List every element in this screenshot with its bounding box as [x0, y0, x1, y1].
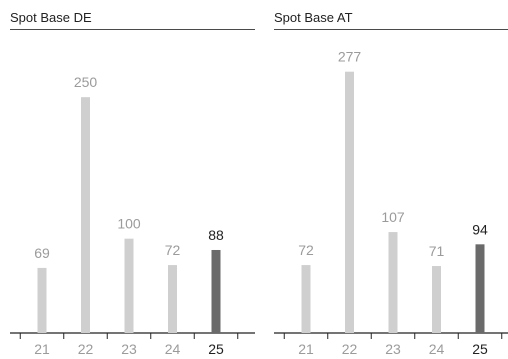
- data-label: 107: [381, 209, 405, 225]
- x-tick-label: 24: [429, 341, 445, 357]
- x-tick-label: 22: [78, 341, 94, 357]
- data-label: 71: [429, 243, 445, 259]
- x-tick-label: 24: [165, 341, 181, 357]
- title-rule: [274, 29, 508, 30]
- bar: [388, 232, 398, 333]
- x-tick-label: 22: [342, 341, 358, 357]
- data-label: 72: [165, 242, 181, 258]
- data-label: 88: [208, 227, 224, 243]
- bar: [37, 267, 47, 333]
- data-label: 277: [338, 49, 362, 65]
- data-label: 100: [117, 216, 141, 232]
- data-label: 94: [472, 221, 488, 237]
- x-tick-label: 21: [298, 341, 314, 357]
- bar: [432, 266, 441, 333]
- data-label: 250: [74, 74, 98, 90]
- x-tick-label: 25: [472, 341, 488, 357]
- bar: [81, 97, 90, 334]
- bar: [345, 71, 354, 334]
- bar-chart-svg: 72 21 277 22 107 23 71 24 94 25: [274, 49, 508, 357]
- bar: [124, 238, 134, 333]
- chart-title: Spot Base AT: [274, 10, 353, 25]
- chart-title: Spot Base DE: [10, 10, 92, 25]
- x-tick-label: 21: [34, 341, 50, 357]
- title-rule: [10, 29, 255, 30]
- chart-panel-de: Spot Base DE 69 21 250 22 100 23 72 24 88 25: [10, 0, 255, 359]
- chart-panel-at: Spot Base AT 72 21 277 22 107 23 71 24 94 25: [274, 0, 508, 359]
- bar: [301, 265, 311, 333]
- bar: [168, 265, 177, 333]
- data-label: 69: [34, 245, 50, 261]
- bar: [211, 249, 221, 333]
- bar: [475, 244, 485, 333]
- x-tick-label: 25: [208, 341, 224, 357]
- bar-chart-svg: 69 21 250 22 100 23 72 24 88 25: [10, 74, 255, 357]
- x-tick-label: 23: [121, 341, 137, 357]
- x-tick-label: 23: [385, 341, 401, 357]
- data-label: 72: [298, 242, 314, 258]
